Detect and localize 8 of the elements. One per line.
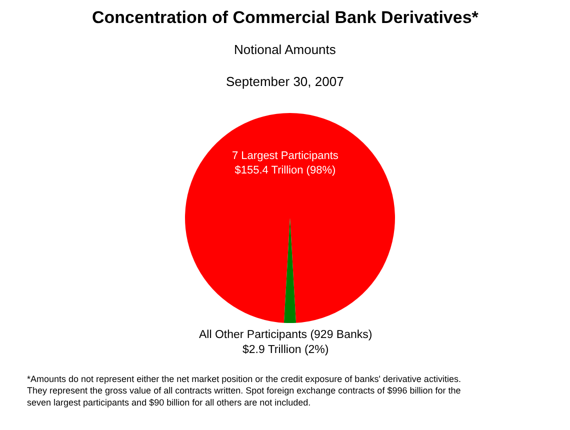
- slice-label: All Other Participants (929 Banks): [199, 329, 372, 341]
- data-label: $2.9 Trillion (2%): [242, 344, 329, 356]
- text: Notional Amounts September 30, 2007: [226, 42, 344, 89]
- text: *Amounts do not represent either the net market position or the credit exposure of banks' derivative activities. They represent the gross value of all contracts written. Spot foreign exchange contracts of $996 billion for the seven largest participants and $90 billion for all others are not included.: [27, 374, 461, 408]
- pie-slice: [185, 113, 395, 323]
- slice-label: 7 Largest Participants: [232, 150, 339, 162]
- chart-title: Concentration of Commercial Bank Derivatives*: [92, 8, 479, 27]
- data-label: $155.4 Trillion (98%): [234, 164, 336, 176]
